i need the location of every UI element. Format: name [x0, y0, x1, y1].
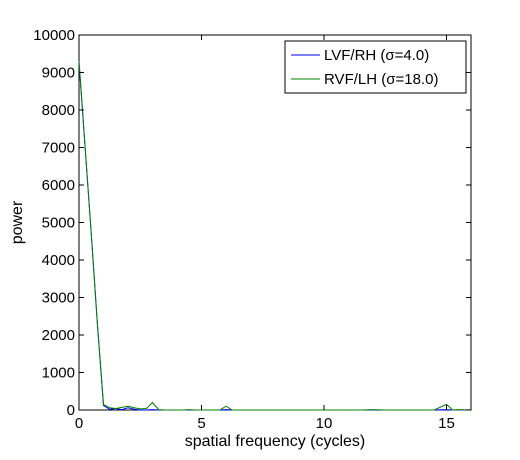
plot-area: 0 5 10 15 0 1000 2000 3000 4000 5000 6000 7000 8000 9… [33, 27, 472, 432]
x-tick-label: 15 [438, 415, 455, 432]
series-line-rvf-lh [78, 61, 472, 411]
y-tick-label: 10000 [33, 27, 75, 44]
series-layer [78, 61, 472, 411]
y-tick-label: 4000 [42, 252, 75, 269]
tick-layer: 0 5 10 15 0 1000 2000 3000 4000 5000 6000 7000 8000 9… [33, 27, 471, 432]
y-tick-label: 6000 [42, 177, 75, 194]
y-tick-label: 9000 [42, 65, 75, 82]
y-tick-label: 2000 [42, 327, 75, 344]
x-axis-title: spatial frequency (cycles) [185, 433, 366, 450]
legend: LVF/RH (σ=4.0) RVF/LH (σ=18.0) [284, 40, 467, 94]
legend-label-rvf-lh: RVF/LH (σ=18.0) [324, 71, 438, 88]
legend-box [284, 40, 467, 94]
x-tick-label: 0 [75, 415, 83, 432]
y-tick-label: 8000 [42, 102, 75, 119]
y-tick-label: 3000 [42, 290, 75, 307]
x-tick-label: 10 [316, 415, 333, 432]
plot-frame [78, 34, 472, 411]
legend-label-lvf-rh: LVF/RH (σ=4.0) [324, 47, 429, 64]
y-tick-label: 5000 [42, 215, 75, 232]
y-tick-label: 0 [67, 402, 75, 419]
x-tick-label: 5 [197, 415, 205, 432]
y-axis-title: power [9, 200, 26, 244]
y-tick-label: 1000 [42, 365, 75, 382]
y-tick-label: 7000 [42, 140, 75, 157]
